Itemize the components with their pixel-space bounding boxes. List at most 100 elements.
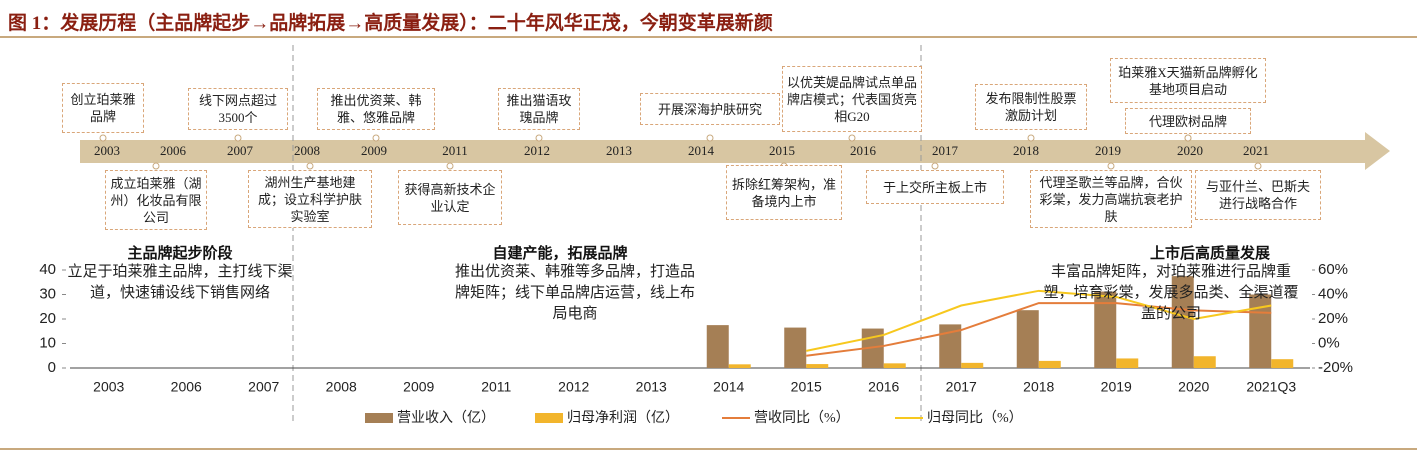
x-tick-label: 2016: [868, 379, 899, 395]
timeline-dot: [99, 134, 107, 142]
bar: [1171, 276, 1194, 368]
legend-label: 归母净利润（亿）: [567, 409, 679, 426]
y2-tick-label: 20%: [1318, 310, 1348, 327]
y2-tick-label: 0%: [1318, 334, 1340, 351]
timeline-dot: [535, 134, 543, 142]
bar: [728, 364, 751, 368]
y2-tick-label: -20%: [1318, 359, 1353, 376]
phase-text: 立足于珀莱雅主品牌，主打线下渠道，快速铺设线下销售网络: [67, 264, 293, 301]
timeline-year: 2013: [606, 143, 632, 158]
timeline-dot: [234, 134, 242, 142]
event-box: 于上交所主板上市: [866, 170, 1004, 204]
x-tick-label: 2013: [636, 379, 667, 395]
timeline-year: 2007: [227, 143, 254, 158]
timeline-year: 2008: [294, 143, 320, 158]
timeline-dot: [1107, 162, 1115, 170]
bar: [1038, 360, 1061, 368]
event-box: 与亚什兰、巴斯夫进行战略合作: [1195, 170, 1321, 220]
x-tick-label: 2011: [481, 379, 511, 395]
legend-label: 归母同比（%）: [927, 409, 1023, 426]
x-tick-label: 2014: [713, 379, 744, 395]
event-box: 湖州生产基地建成；设立科学护肤实验室: [248, 170, 372, 228]
x-tick-label: 2019: [1101, 379, 1132, 395]
event-box: 代理欧树品牌: [1125, 108, 1251, 134]
phase-text: 丰富品牌矩阵，对珀莱雅进行品牌重塑，培育彩棠，发展多品类、全渠道覆盖的公司: [1043, 264, 1299, 322]
y-tick-label: 0: [48, 359, 56, 376]
timeline-year: 2006: [160, 143, 187, 158]
timeline-dot: [706, 134, 714, 142]
timeline-year: 2021: [1243, 143, 1269, 158]
timeline-dot: [446, 162, 454, 170]
timeline-year: 2018: [1013, 143, 1039, 158]
x-tick-label: 2007: [248, 379, 279, 395]
timeline-dot: [848, 134, 856, 142]
bar: [961, 362, 984, 368]
timeline-dot: [306, 162, 314, 170]
legend-label: 营业收入（亿）: [397, 410, 495, 426]
timeline-year: 2016: [850, 143, 877, 158]
x-tick-label: 2021Q3: [1246, 379, 1296, 395]
timeline-year: 2020: [1177, 143, 1203, 158]
event-box: 拆除红筹架构，准备境内上市: [726, 165, 842, 220]
x-tick-label: 2009: [403, 379, 434, 395]
y2-tick-label: 40%: [1318, 285, 1348, 302]
timeline-year: 2017: [932, 143, 959, 158]
y-tick-label: 10: [39, 334, 56, 351]
event-box: 推出猫语玫瑰品牌: [498, 88, 580, 130]
timeline-dot: [372, 134, 380, 142]
x-tick-label: 2012: [558, 379, 589, 395]
figure-title: 图 1：发展历程（主品牌起步→品牌拓展→高质量发展）：二十年风华正茂，今朝变革展…: [8, 13, 773, 34]
bar: [784, 327, 807, 368]
phase-text: 推出优资莱、韩雅等多品牌，打造品牌矩阵；线下单品牌店运营，线上布局电商: [455, 264, 696, 322]
legend-swatch: [365, 413, 393, 423]
bar: [1271, 359, 1294, 368]
phase-title: 上市后高质量发展: [1149, 246, 1270, 262]
phase-title: 自建产能，拓展品牌: [492, 246, 628, 262]
timeline-dot: [1027, 134, 1035, 142]
x-tick-label: 2003: [93, 379, 124, 395]
timeline-year: 2011: [442, 143, 468, 158]
timeline-dot: [152, 162, 160, 170]
x-tick-label: 2020: [1178, 379, 1209, 395]
bar: [1016, 310, 1039, 368]
y-tick-label: 30: [39, 285, 56, 302]
y-tick-label: 40: [39, 261, 56, 278]
bar: [939, 324, 962, 368]
event-box: 创立珀莱雅品牌: [62, 83, 144, 133]
event-box: 发布限制性股票激励计划: [975, 84, 1087, 130]
event-box: 获得高新技术企业认定: [398, 170, 502, 225]
bar: [706, 325, 729, 368]
x-tick-label: 2008: [326, 379, 357, 395]
bar: [1193, 356, 1216, 368]
x-tick-label: 2006: [171, 379, 202, 395]
bar: [883, 363, 906, 368]
timeline-year: 2009: [361, 143, 387, 158]
x-tick-label: 2018: [1023, 379, 1054, 395]
timeline-year: 2015: [769, 143, 795, 158]
line: [806, 302, 1272, 357]
legend-swatch: [535, 413, 563, 423]
timeline-year: 2019: [1095, 143, 1121, 158]
y2-tick-label: 60%: [1318, 261, 1348, 278]
timeline-dot: [1254, 162, 1262, 170]
timeline-year: 2012: [524, 143, 550, 158]
event-box: 珀莱雅X天猫新品牌孵化基地项目启动: [1110, 58, 1266, 103]
event-box: 代理圣歌兰等品牌，合伙彩棠，发力高端抗衰老护肤: [1030, 170, 1192, 228]
event-box: 线下网点超过3500个: [188, 88, 288, 130]
x-tick-label: 2017: [946, 379, 977, 395]
y-tick-label: 20: [39, 310, 56, 327]
bar: [806, 364, 829, 368]
line: [806, 289, 1272, 352]
phase-title: 主品牌起步阶段: [127, 246, 233, 262]
timeline-arrow: [80, 132, 1390, 170]
timeline-year: 2003: [94, 143, 120, 158]
legend-label: 营收同比（%）: [754, 410, 850, 426]
event-box: 开展深海护肤研究: [640, 93, 780, 125]
event-box: 以优芙媞品牌试点单品牌店模式；代表国货亮相G20: [782, 66, 922, 132]
event-box: 成立珀莱雅（湖州）化妆品有限公司: [105, 170, 207, 230]
event-box: 推出优资莱、韩雅、悠雅品牌: [317, 88, 435, 130]
timeline-year: 2014: [688, 143, 715, 158]
x-tick-label: 2015: [791, 379, 822, 395]
